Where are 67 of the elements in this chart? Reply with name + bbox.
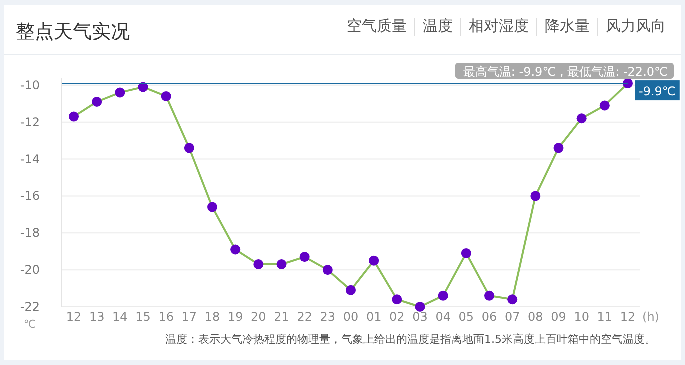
point <box>623 78 633 89</box>
x-axis-title: (h) <box>642 310 660 324</box>
point <box>69 112 79 122</box>
x-tick-label: 01 <box>366 310 382 324</box>
x-tick-label: 12 <box>66 310 82 324</box>
text: 温度：表示大气冷热程度的物理量，气象上给出的温度是指离地面1.5米高度上百叶箱中的空气温度。 <box>166 333 656 346</box>
y-tick-label: -22 <box>20 300 40 314</box>
y-tick-label: -12 <box>20 115 40 130</box>
x-tick-label: 04 <box>436 310 451 324</box>
text: 空气质量 <box>347 17 407 35</box>
point <box>276 260 287 270</box>
x-tick-label: 14 <box>112 310 128 324</box>
point <box>392 294 402 305</box>
x-tick-label: 06 <box>482 310 498 324</box>
point <box>254 260 264 270</box>
x-tick-label: 07 <box>504 310 520 324</box>
point <box>461 248 472 258</box>
point <box>322 265 333 276</box>
x-tick-label: 19 <box>228 310 244 324</box>
x-tick-label: 08 <box>528 310 544 324</box>
y-tick-label: -20 <box>20 263 40 278</box>
x-tick-label: 02 <box>390 310 405 324</box>
point <box>346 285 356 296</box>
text: 风力风向 <box>606 17 666 35</box>
x-tick-label: 20 <box>251 310 266 324</box>
y-tick-label: -10 <box>20 78 40 92</box>
y-tick-label: -18 <box>20 226 40 240</box>
x-tick-label: 21 <box>274 310 290 324</box>
x-tick-label: 17 <box>182 310 198 324</box>
point <box>484 290 494 301</box>
point <box>300 252 310 262</box>
x-tick-label: 18 <box>204 310 220 324</box>
text: 降水量 <box>545 17 590 35</box>
x-tick-label: 23 <box>320 310 336 324</box>
x-tick-label: 09 <box>551 310 566 324</box>
text: 相对湿度 <box>469 17 529 35</box>
point <box>161 91 172 102</box>
point <box>576 114 587 124</box>
point <box>92 97 102 108</box>
x-tick-label: 22 <box>297 310 312 324</box>
x-tick-label: 15 <box>136 310 151 324</box>
annotation: 最高气温: -9.9℃ , 最低气温: -22.0℃ <box>463 65 668 79</box>
x-tick-label: 12 <box>620 310 636 324</box>
point <box>554 143 564 154</box>
text: 温度 <box>423 17 453 35</box>
x-tick-label: 13 <box>89 310 105 324</box>
y-tick-label: -16 <box>20 189 40 204</box>
point <box>438 290 448 301</box>
point <box>508 294 518 305</box>
point <box>600 100 610 111</box>
chart-title: 整点天气实况 <box>16 21 130 43</box>
x-tick-label: 05 <box>458 310 474 324</box>
x-tick-label: 03 <box>412 310 428 324</box>
ref-line-label: -9.9℃ <box>639 84 676 99</box>
point <box>230 244 241 255</box>
x-tick-label: 11 <box>597 310 613 324</box>
y-tick-label: -14 <box>20 152 40 166</box>
x-tick-label: 00 <box>343 310 359 324</box>
point <box>184 143 194 154</box>
point <box>115 88 126 98</box>
x-tick-label: 16 <box>158 310 174 324</box>
y-axis-title: ℃ <box>24 318 36 331</box>
x-tick-label: 10 <box>574 310 590 324</box>
point <box>530 191 541 202</box>
point <box>369 256 380 266</box>
point <box>208 202 218 212</box>
point <box>415 302 426 312</box>
